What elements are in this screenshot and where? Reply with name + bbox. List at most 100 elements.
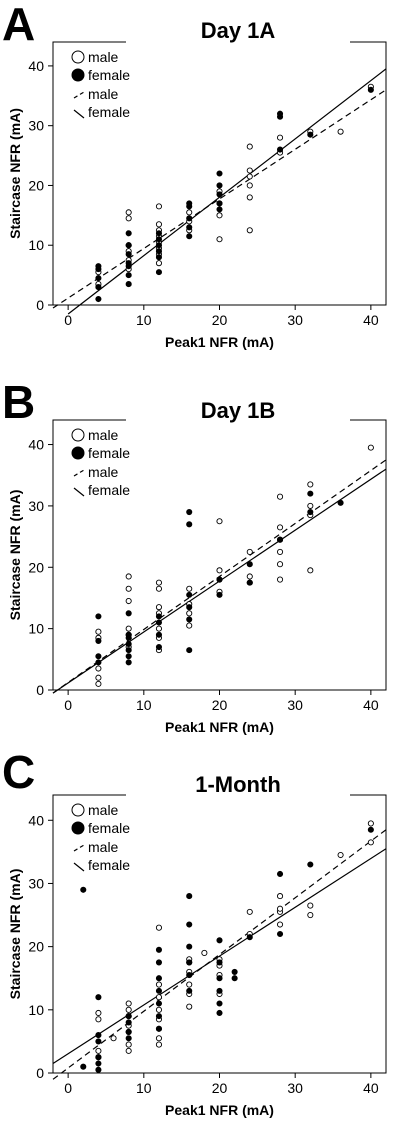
male-point (246, 227, 253, 234)
male-point (246, 173, 253, 180)
legend-male-marker (71, 803, 85, 817)
x-tick-label: 30 (287, 697, 303, 713)
legend-male-label: male (88, 802, 119, 818)
y-tick-label: 30 (28, 875, 44, 891)
male-point (125, 1041, 132, 1048)
female-point (125, 242, 132, 249)
male-point (125, 585, 132, 592)
female-point (155, 236, 163, 243)
female-point (125, 647, 132, 654)
female-point (216, 1009, 223, 1017)
female-point (95, 994, 102, 1001)
female-point (276, 146, 284, 153)
female-point (95, 613, 102, 620)
male-point (201, 949, 208, 957)
male-point (155, 1041, 163, 1048)
female-fit-line (67, 68, 387, 315)
male-point (367, 839, 374, 846)
female-point (307, 490, 314, 497)
female-point (216, 591, 223, 598)
y-tick-label: 30 (28, 498, 44, 514)
panel-label: C (2, 746, 35, 798)
y-tick-label: 30 (28, 118, 44, 134)
female-point (125, 1028, 132, 1035)
female-point (125, 272, 132, 279)
y-axis-label: Staircase NFR (mA) (7, 490, 23, 621)
male-point (186, 209, 193, 216)
male-point (125, 573, 132, 580)
female-point (216, 206, 223, 213)
female-point (155, 643, 163, 651)
female-point (95, 1032, 102, 1039)
female-point (186, 893, 193, 900)
y-tick-label: 0 (36, 682, 44, 698)
male-point (246, 908, 253, 915)
male-point (186, 610, 193, 617)
male-point (95, 1047, 102, 1054)
chart-title: Day 1A (201, 18, 276, 43)
x-tick-label: 20 (212, 697, 228, 713)
male-point (125, 1006, 132, 1013)
female-point (216, 987, 223, 994)
male-point (95, 680, 102, 687)
female-point (246, 561, 253, 568)
female-point (216, 200, 223, 207)
male-point (155, 585, 163, 592)
panel-label: A (2, 0, 35, 50)
female-point (95, 1060, 102, 1067)
legend-male-line (73, 469, 85, 477)
male-point (337, 128, 344, 135)
female-point (125, 260, 132, 267)
male-point (307, 502, 314, 509)
male-point (155, 1035, 163, 1042)
x-tick-label: 0 (64, 1080, 72, 1096)
female-point (186, 508, 193, 516)
female-point (155, 1025, 163, 1032)
y-tick-label: 40 (28, 58, 44, 74)
male-point (367, 820, 374, 827)
male-point (276, 561, 284, 568)
male-point (155, 625, 163, 632)
female-point (80, 1063, 87, 1070)
female-point (186, 224, 193, 231)
female-point (125, 230, 132, 237)
x-axis-label: Peak1 NFR (mA) (165, 1102, 274, 1118)
male-point (246, 143, 253, 150)
male-point (95, 1009, 102, 1017)
male-point (216, 567, 223, 574)
female-point (155, 987, 163, 994)
male-point (155, 260, 163, 267)
legend-female-marker (71, 821, 85, 835)
female-point (155, 631, 163, 638)
female-point (337, 499, 344, 506)
legend-male-line-label: male (88, 839, 119, 855)
male-point (95, 674, 102, 681)
female-point (80, 886, 87, 893)
male-point (276, 548, 284, 555)
male-point (155, 924, 163, 931)
male-fit-line (52, 459, 387, 694)
x-tick-label: 10 (136, 1080, 152, 1096)
female-point (125, 610, 132, 617)
male-point (186, 981, 193, 988)
x-tick-label: 30 (287, 1080, 303, 1096)
legend-female-line (73, 487, 85, 497)
legend-female-marker (71, 446, 85, 460)
male-point (216, 212, 223, 219)
legend-male-line-label: male (88, 464, 119, 480)
female-point (307, 508, 314, 516)
female-point (95, 284, 102, 291)
female-point (186, 943, 193, 950)
female-point (186, 215, 193, 222)
female-point (276, 930, 284, 938)
legend-female-label: female (88, 820, 130, 836)
female-point (95, 653, 102, 660)
male-point (155, 981, 163, 988)
male-point (246, 573, 253, 580)
female-point (276, 536, 284, 543)
female-point (95, 1038, 102, 1045)
female-point (186, 987, 193, 994)
female-point (155, 242, 163, 249)
x-axis-label: Peak1 NFR (mA) (165, 334, 274, 350)
